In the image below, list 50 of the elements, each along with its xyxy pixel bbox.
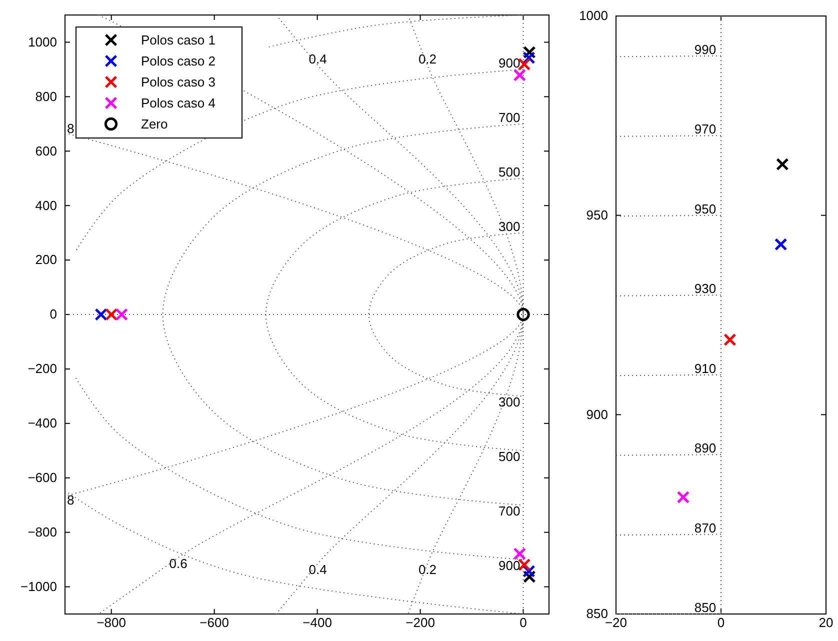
x-tick-label: 0 <box>520 615 527 630</box>
legend-label: Polos caso 1 <box>141 32 216 48</box>
annotation: 900 <box>498 55 520 70</box>
y-tick-label: 400 <box>35 198 57 213</box>
y-tick-label: −400 <box>28 416 57 431</box>
legend-label: Polos caso 2 <box>141 54 216 68</box>
y-tick-label: 850 <box>586 606 608 622</box>
annotation: 930 <box>694 281 716 296</box>
x-tick-label: 0 <box>717 615 725 630</box>
legend-label: Polos caso 4 <box>141 96 216 110</box>
legend-label: Polos caso 3 <box>141 74 216 90</box>
legend-label: Zero <box>141 116 168 132</box>
y-tick-label: 600 <box>35 143 57 158</box>
annotation: 900 <box>498 558 520 574</box>
y-tick-label: −600 <box>28 470 57 486</box>
annotation: 8 <box>67 492 74 508</box>
annotation: 8 <box>67 121 74 136</box>
annotation: 700 <box>498 110 520 126</box>
y-tick-label: 1000 <box>28 34 57 50</box>
y-tick-label: −1000 <box>20 578 57 594</box>
y-tick-label: −800 <box>28 524 57 540</box>
x-tick-label: −800 <box>96 615 126 630</box>
x-tick-label: −400 <box>302 615 332 630</box>
annotation: 990 <box>694 42 716 57</box>
annotation: 0.4 <box>308 51 327 66</box>
y-tick-label: 200 <box>35 252 57 268</box>
annotation: 890 <box>694 440 716 456</box>
x-tick-label: −200 <box>406 615 435 630</box>
annotation: 970 <box>694 122 716 137</box>
annotation: 0.2 <box>418 562 437 578</box>
y-tick-label: 900 <box>586 406 608 422</box>
y-tick-label: 1000 <box>579 8 608 24</box>
annotation: 0.4 <box>308 562 327 578</box>
y-tick-label: 800 <box>35 88 57 104</box>
annotation: 850 <box>694 600 716 615</box>
x-tick-label: −600 <box>200 615 229 630</box>
annotation: 500 <box>498 164 520 180</box>
annotation: 910 <box>694 360 716 376</box>
annotation: 0.2 <box>418 51 437 66</box>
annotation: 0.6 <box>169 556 188 572</box>
annotation: 870 <box>694 520 716 536</box>
x-tick-label: 20 <box>818 615 834 630</box>
y-tick-label: −200 <box>28 361 57 376</box>
y-tick-label: 950 <box>586 207 608 222</box>
annotation: 950 <box>694 201 716 216</box>
annotation: 300 <box>498 394 520 410</box>
annotation: 500 <box>498 448 520 464</box>
y-tick-label: 0 <box>50 306 57 322</box>
annotation: 700 <box>498 503 520 518</box>
annotation: 300 <box>498 219 520 234</box>
